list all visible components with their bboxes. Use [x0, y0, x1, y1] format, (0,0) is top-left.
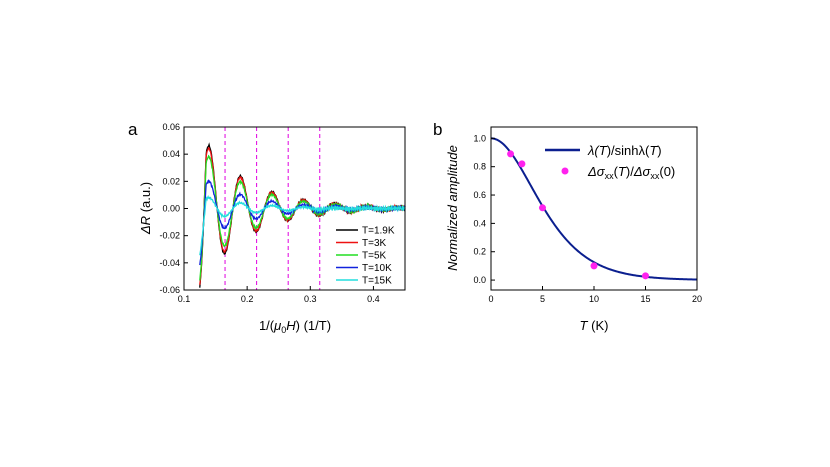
data-point — [518, 160, 526, 168]
y-axis-ticks-b: 0.0 0.2 0.4 0.6 0.8 1.0 — [473, 133, 495, 285]
data-point — [507, 150, 515, 158]
x-tick-label: 0.1 — [178, 294, 191, 304]
y-tick-label: -0.02 — [159, 231, 180, 241]
y-tick-label: 0.02 — [162, 176, 180, 186]
series-lines — [199, 142, 406, 288]
y-tick-label: 0.2 — [473, 247, 486, 257]
x-tick-label: 0.2 — [241, 294, 254, 304]
legend-label: T=10K — [362, 263, 392, 274]
legend-label: T=1.9K — [362, 226, 395, 237]
y-tick-label: 0.06 — [162, 122, 180, 132]
y-axis-label-a: ΔR (a.u.) — [138, 182, 153, 235]
data-point — [590, 262, 598, 270]
legend-label: T=5K — [362, 251, 387, 262]
x-tick-label: 0.4 — [367, 294, 380, 304]
x-tick-label: 0 — [488, 294, 493, 304]
legend-label-points: Δσxx(T)/Δσxx(0) — [587, 164, 675, 181]
legend-label: T=3K — [362, 238, 387, 249]
y-axis-label-b: Normalized amplitude — [445, 145, 460, 271]
chart-a: a 0.1 0.2 0.3 0.4 -0.06 -0.04 -0.02 0.00 0.02 0.… — [128, 120, 406, 335]
data-point — [642, 272, 649, 280]
legend-label-curve: λ(T)/sinhλ(T) — [587, 143, 662, 158]
y-tick-label: 0.0 — [473, 275, 486, 285]
y-tick-label: 0.6 — [473, 190, 486, 200]
y-tick-label: 0.8 — [473, 162, 486, 172]
y-tick-label: 0.00 — [162, 204, 180, 214]
legend-label: T=15K — [362, 276, 392, 287]
data-point — [539, 204, 546, 212]
series-line — [199, 194, 406, 256]
y-tick-label: 0.04 — [162, 149, 180, 159]
x-axis-ticks-b: 0 5 10 15 20 — [488, 286, 702, 304]
y-tick-label: 1.0 — [473, 133, 486, 143]
x-axis-label-b: T (K) — [580, 318, 609, 333]
y-axis-ticks-a: -0.06 -0.04 -0.02 0.00 0.02 0.04 0.06 — [159, 122, 188, 295]
legend-b: λ(T)/sinhλ(T) Δσxx(T)/Δσxx(0) — [545, 143, 675, 181]
panel-label-a: a — [128, 120, 138, 139]
fit-curve-line — [490, 137, 698, 281]
y-tick-label: -0.04 — [159, 258, 180, 268]
x-tick-label: 15 — [640, 294, 650, 304]
x-tick-label: 10 — [589, 294, 599, 304]
chart-b: b 0 5 10 15 20 0.0 0.2 0.4 0.6 0.8 1.0 λ(T)/sinhλ… — [433, 120, 702, 333]
y-tick-label: -0.06 — [159, 285, 180, 295]
data-points — [507, 150, 649, 280]
legend-marker-points — [561, 167, 569, 175]
y-tick-label: 0.4 — [473, 218, 486, 228]
x-tick-label: 20 — [692, 294, 702, 304]
panel-label-b: b — [433, 120, 442, 139]
dashed-markers — [224, 127, 321, 290]
legend-a: T=1.9KT=3K T=5KT=10K T=15K — [336, 226, 395, 287]
x-axis-ticks-a: 0.1 0.2 0.3 0.4 — [178, 286, 380, 304]
x-tick-label: 5 — [540, 294, 545, 304]
x-axis-label-a: 1/(μ0H) (1/T) — [259, 318, 331, 335]
x-tick-label: 0.3 — [304, 294, 317, 304]
fit-curve — [490, 137, 698, 281]
